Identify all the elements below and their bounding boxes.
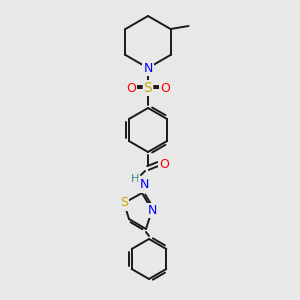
Text: O: O [160, 82, 170, 94]
Text: S: S [120, 196, 128, 209]
Text: H: H [131, 174, 139, 184]
Text: N: N [139, 178, 149, 191]
Text: O: O [159, 158, 169, 170]
Text: N: N [147, 203, 157, 217]
Text: S: S [144, 81, 152, 95]
Text: O: O [126, 82, 136, 94]
Text: N: N [143, 61, 153, 74]
